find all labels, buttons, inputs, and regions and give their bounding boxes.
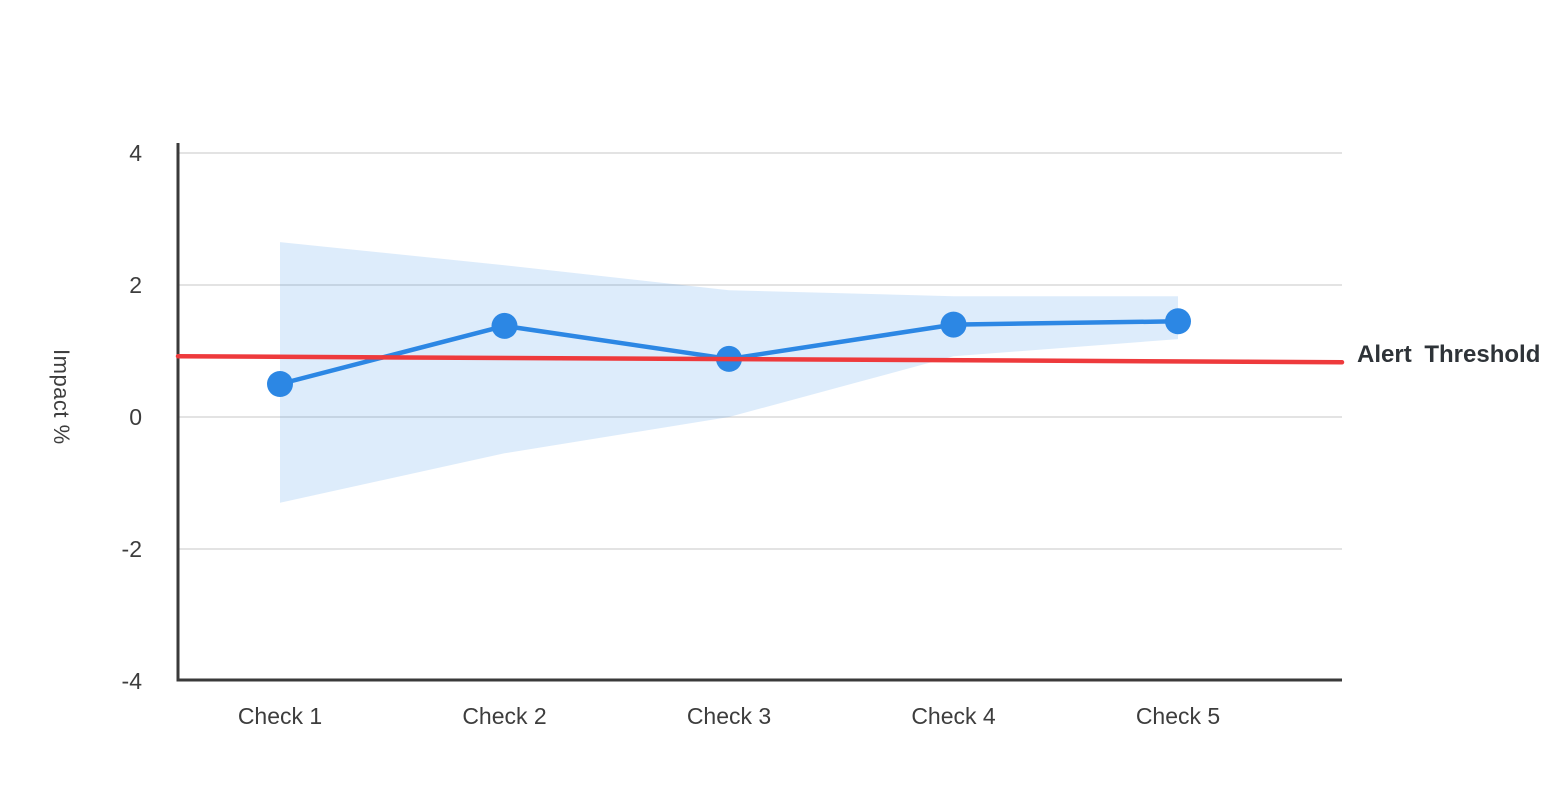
y-tick-label: -4 <box>121 668 142 694</box>
y-axis-title: Impact % <box>49 349 74 445</box>
x-category-label: Check 5 <box>1135 703 1221 729</box>
threshold-line <box>175 354 1345 365</box>
x-category-label: Check 2 <box>462 703 547 729</box>
y-tick-label: -2 <box>121 536 142 562</box>
y-tick-label: 4 <box>129 140 142 166</box>
x-category-label: Check 3 <box>686 703 772 729</box>
x-category-label: Check 4 <box>911 703 996 729</box>
x-category-label: Check 1 <box>237 703 323 729</box>
y-tick-label: 0 <box>129 404 142 430</box>
data-point-marker <box>1165 308 1191 335</box>
data-point-marker <box>940 311 967 338</box>
data-point-marker <box>491 312 518 339</box>
y-tick-label: 2 <box>129 272 142 298</box>
alert-threshold-label: Alert Threshold <box>1357 341 1541 368</box>
confidence-band <box>280 242 1178 503</box>
data-point-marker <box>267 371 293 397</box>
